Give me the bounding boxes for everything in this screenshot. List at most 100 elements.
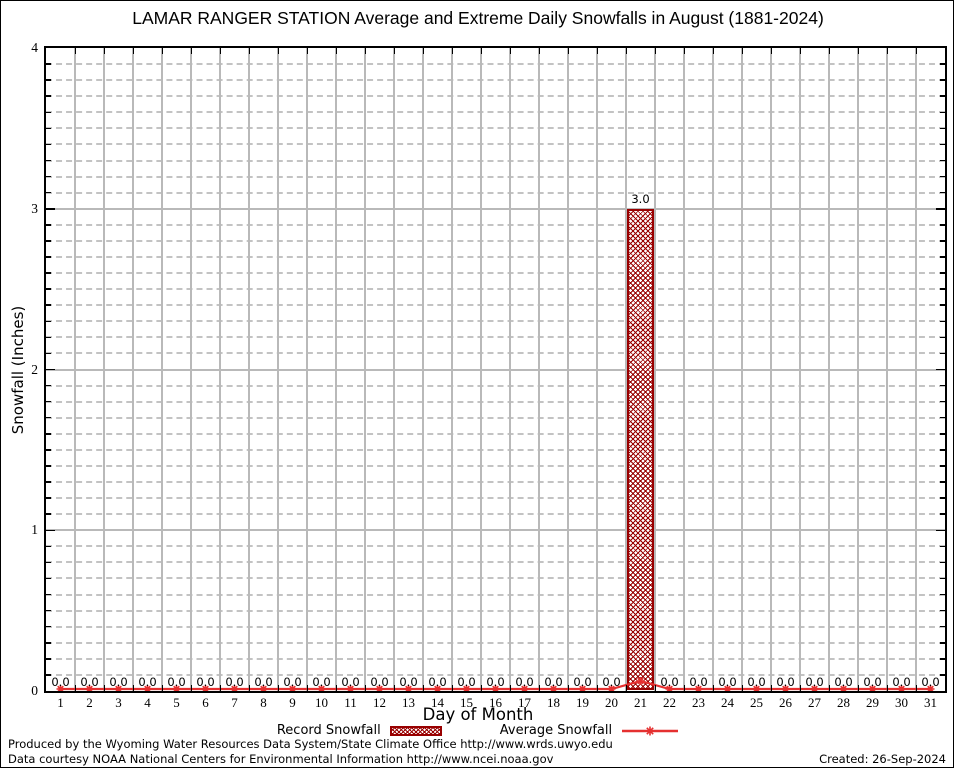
minor-gridline <box>46 272 945 275</box>
value-label-day-23: 0.0 <box>689 674 708 689</box>
x-tick-top <box>132 48 134 54</box>
y-tick-major-left <box>46 529 55 531</box>
y-tick-minor-left <box>46 384 51 387</box>
x-tick-top <box>654 48 656 54</box>
x-tick-label: 7 <box>231 695 238 710</box>
x-tick-label: 4 <box>144 695 151 710</box>
minor-gridline <box>46 159 945 162</box>
y-tick-minor-right <box>940 63 945 65</box>
minor-gridline <box>46 432 945 435</box>
minor-gridline <box>46 513 945 516</box>
y-tick-minor-right <box>940 304 945 306</box>
x-tick-top <box>190 48 192 54</box>
x-tick-label: 30 <box>895 695 908 710</box>
y-tick-minor-left <box>46 577 51 580</box>
y-tick-minor-left <box>46 674 51 676</box>
chart-title: LAMAR RANGER STATION Average and Extreme… <box>132 8 824 28</box>
y-tick-minor-left <box>46 433 51 435</box>
value-label-day-20: 0.0 <box>602 674 621 689</box>
value-label-day-15: 0.0 <box>457 674 476 689</box>
y-tick-minor-right <box>940 400 945 403</box>
value-label-day-21: 3.0 <box>631 192 650 207</box>
minor-gridline <box>46 191 945 194</box>
x-tick-top <box>219 48 221 54</box>
minor-gridline <box>46 657 945 660</box>
y-tick-minor-right <box>940 609 945 612</box>
x-tick-label: 12 <box>373 695 386 710</box>
x-tick-label: 16 <box>489 695 502 710</box>
minor-gridline <box>46 464 945 467</box>
minor-gridline <box>46 239 945 242</box>
y-tick-minor-right <box>940 481 945 483</box>
y-tick-minor-right <box>940 272 945 274</box>
y-tick-minor-left <box>46 513 51 515</box>
x-tick-label: 5 <box>173 695 180 710</box>
minor-gridline <box>46 625 945 628</box>
y-tick-minor-left <box>46 256 51 258</box>
x-tick-label: 17 <box>518 695 531 710</box>
y-tick-minor-left <box>46 175 51 178</box>
y-tick-minor-right <box>940 159 945 162</box>
y-tick-minor-left <box>46 191 51 194</box>
y-tick-minor-left <box>46 224 51 226</box>
y-tick-minor-right <box>940 111 945 114</box>
value-label-day-18: 0.0 <box>544 674 563 689</box>
value-label-day-14: 0.0 <box>428 674 447 689</box>
y-tick-minor-left <box>46 320 51 323</box>
x-tick-label: 25 <box>750 695 763 710</box>
minor-gridline <box>46 593 945 596</box>
y-tick-minor-left <box>46 593 51 596</box>
minor-gridline <box>46 111 945 114</box>
x-tick-top <box>625 48 627 54</box>
y-tick-minor-right <box>940 224 945 226</box>
y-tick-major-left <box>46 208 55 210</box>
x-tick-label: 19 <box>576 695 589 710</box>
record-snowfall-swatch <box>389 725 442 736</box>
major-gridline <box>46 368 945 371</box>
minor-gridline <box>46 95 945 98</box>
x-tick-top <box>393 48 395 54</box>
y-tick-minor-right <box>940 336 945 339</box>
y-tick-minor-left <box>46 658 51 660</box>
x-tick-label: 3 <box>115 695 122 710</box>
x-tick-top <box>828 48 830 54</box>
x-tick-top <box>451 48 453 54</box>
y-tick-minor-right <box>940 433 945 435</box>
legend-label-average-snowfall: Average Snowfall <box>499 723 613 738</box>
x-axis-title: Day of Month <box>422 705 534 724</box>
y-tick-minor-right <box>940 577 945 580</box>
y-tick-major-right <box>936 529 945 531</box>
x-tick-label: 1 <box>57 695 64 710</box>
x-tick-top <box>277 48 279 54</box>
created-date: Created: 26-Sep-2024 <box>819 752 946 766</box>
y-tick-minor-right <box>940 143 945 146</box>
minor-gridline <box>46 448 945 451</box>
x-tick-top <box>857 48 859 54</box>
x-tick-label: 26 <box>779 695 792 710</box>
y-tick-minor-right <box>940 465 945 467</box>
y-tick-minor-left <box>46 304 51 306</box>
y-tick-minor-left <box>46 400 51 403</box>
x-tick-top <box>915 48 917 54</box>
x-tick-top <box>306 48 308 54</box>
x-tick-top <box>103 48 105 54</box>
y-tick-minor-right <box>940 288 945 290</box>
y-tick-minor-left <box>46 159 51 162</box>
x-tick-top <box>596 48 598 54</box>
x-tick-label: 9 <box>289 695 296 710</box>
y-tick-minor-left <box>46 449 51 451</box>
y-tick-minor-right <box>940 642 945 644</box>
minor-gridline <box>46 673 945 676</box>
value-label-day-7: 0.0 <box>225 674 244 689</box>
minor-gridline <box>46 288 945 291</box>
y-tick-minor-left <box>46 336 51 339</box>
value-label-day-16: 0.0 <box>486 674 505 689</box>
value-label-day-12: 0.0 <box>370 674 389 689</box>
value-label-day-31: 0.0 <box>921 674 940 689</box>
value-label-day-8: 0.0 <box>254 674 273 689</box>
y-tick-minor-left <box>46 288 51 290</box>
y-tick-minor-right <box>940 127 945 130</box>
minor-gridline <box>46 497 945 500</box>
y-tick-label: 0 <box>31 683 38 698</box>
x-tick-label: 20 <box>605 695 618 710</box>
